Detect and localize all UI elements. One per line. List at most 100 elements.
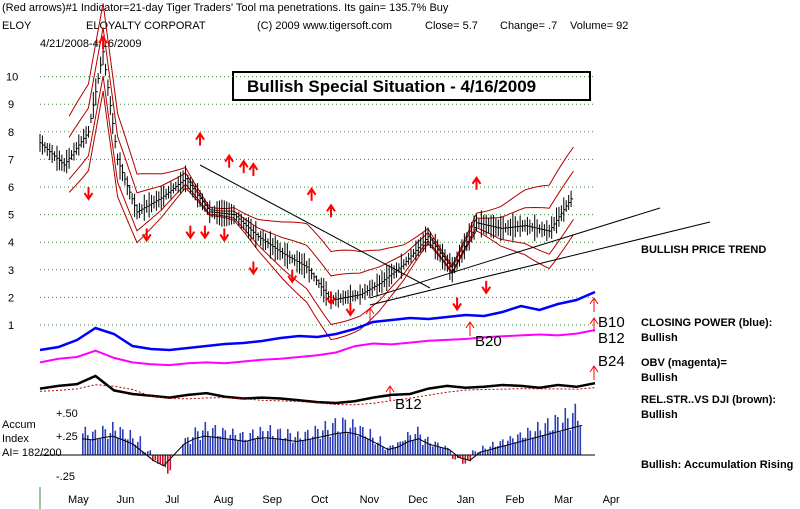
accum-bar xyxy=(84,426,87,455)
accum-bar xyxy=(227,439,229,455)
accum-bar xyxy=(142,451,144,455)
ticker-symbol: ELOY xyxy=(2,20,32,32)
accum-bar xyxy=(467,455,469,461)
accum-bar xyxy=(304,431,307,455)
accum-bar xyxy=(252,429,254,455)
accum-bar xyxy=(354,427,357,455)
accum-bar xyxy=(427,436,429,455)
x-tick-label: Jul xyxy=(165,494,179,506)
accum-label-1: Accum xyxy=(2,419,36,431)
accum-bar xyxy=(282,439,284,455)
accum-bar xyxy=(164,455,167,468)
accum-bar xyxy=(139,436,142,455)
signal-up-arrow-head xyxy=(385,385,395,393)
buy-arrow-head xyxy=(185,231,196,240)
accum-bar xyxy=(159,455,162,464)
accum-bar xyxy=(359,425,362,455)
signal-b10: B10 xyxy=(598,314,625,331)
accum-bar xyxy=(292,442,294,455)
accum-bar xyxy=(557,417,559,455)
accum-bar xyxy=(572,413,574,455)
buy-arrow-head xyxy=(83,192,94,201)
mid-lower-band xyxy=(68,75,574,325)
accum-bar xyxy=(367,439,369,455)
accum-bar xyxy=(189,444,192,455)
accum-bar xyxy=(312,436,314,455)
accum-bar xyxy=(424,438,427,455)
accum-bar xyxy=(522,438,524,455)
price-bands xyxy=(68,3,574,341)
date-range: 4/21/2008-4/16/2009 xyxy=(40,38,142,50)
accum-bar xyxy=(307,429,309,455)
accum-bar xyxy=(222,427,224,455)
accum-bar xyxy=(237,441,239,455)
signal-up-arrow-head xyxy=(465,321,475,329)
accum-bar xyxy=(472,450,474,455)
accum-bar xyxy=(399,441,402,455)
accum-bar xyxy=(249,433,252,455)
sell-arrow-head xyxy=(326,203,336,212)
accum-bar xyxy=(404,440,407,455)
buy-arrow-head xyxy=(141,233,152,243)
accum-bar xyxy=(562,422,564,455)
accum-bar xyxy=(412,440,414,455)
relstr-label: REL.STR..VS DJI (brown): xyxy=(641,394,776,406)
accum-bar xyxy=(269,425,272,455)
accum-bar xyxy=(507,440,509,455)
month-axis: May Jun Jul Aug Sep Oct Nov Dec Jan Feb Mar Apr xyxy=(68,494,620,506)
y-tick-label: 1 xyxy=(8,320,14,332)
accum-bar xyxy=(342,417,344,455)
accum-bar xyxy=(297,431,299,455)
signal-up-arrow-head xyxy=(365,307,375,315)
signal-b12-low: B12 xyxy=(395,396,422,413)
obv-line xyxy=(39,329,596,367)
relstr-ma-line xyxy=(39,384,596,406)
accum-bar xyxy=(257,435,259,455)
accum-bar xyxy=(242,431,244,455)
indicator-header: (Red arrows)#1 Indicator=21-day Tiger Tr… xyxy=(2,2,449,14)
accum-bar xyxy=(454,455,457,460)
accum-bar xyxy=(202,430,204,455)
accum-bar xyxy=(289,433,292,455)
accum-bar xyxy=(309,439,312,455)
y-tick-label: 6 xyxy=(8,182,14,194)
accum-bar xyxy=(387,447,389,455)
accum-bar xyxy=(332,423,334,455)
accum-bar xyxy=(277,429,279,455)
accum-bar xyxy=(547,418,549,455)
y-tick-label: 5 xyxy=(8,210,14,222)
x-tick-label: Dec xyxy=(408,494,428,506)
accum-bar xyxy=(302,440,304,455)
x-tick-label: Aug xyxy=(214,494,234,506)
accum-bar xyxy=(524,437,527,455)
accum-bar xyxy=(484,448,487,455)
accum-bar xyxy=(279,428,282,455)
y-tick-label: 8 xyxy=(8,127,14,139)
lower-band xyxy=(68,91,574,341)
buy-arrow-head xyxy=(219,233,230,243)
accum-bar xyxy=(232,428,234,455)
buy-arrow-head xyxy=(287,275,298,284)
accum-bar xyxy=(127,439,129,455)
y-tick-label: 7 xyxy=(8,154,14,166)
accum-bar xyxy=(319,438,322,455)
accum-bar xyxy=(394,447,397,455)
signal-b12: B12 xyxy=(598,330,625,347)
accum-bar xyxy=(294,437,297,455)
x-tick-label: Jan xyxy=(457,494,475,506)
accum-status: Bullish: Accumulation Rising xyxy=(641,459,793,471)
accum-bar xyxy=(124,438,127,455)
accum-bar xyxy=(532,437,534,455)
accum-bar xyxy=(419,434,422,455)
obv-status: Bullish xyxy=(641,372,678,384)
close-value: Close= 5.7 xyxy=(425,20,478,32)
accum-bar xyxy=(209,437,212,455)
accum-bar xyxy=(262,431,264,455)
accum-bar xyxy=(432,446,434,455)
signal-b20: B20 xyxy=(475,333,502,350)
sell-arrow-head xyxy=(248,162,259,171)
accum-bar xyxy=(147,451,149,455)
accum-bar xyxy=(317,429,319,455)
x-tick-label: Oct xyxy=(311,494,328,506)
accum-bar xyxy=(274,439,277,455)
